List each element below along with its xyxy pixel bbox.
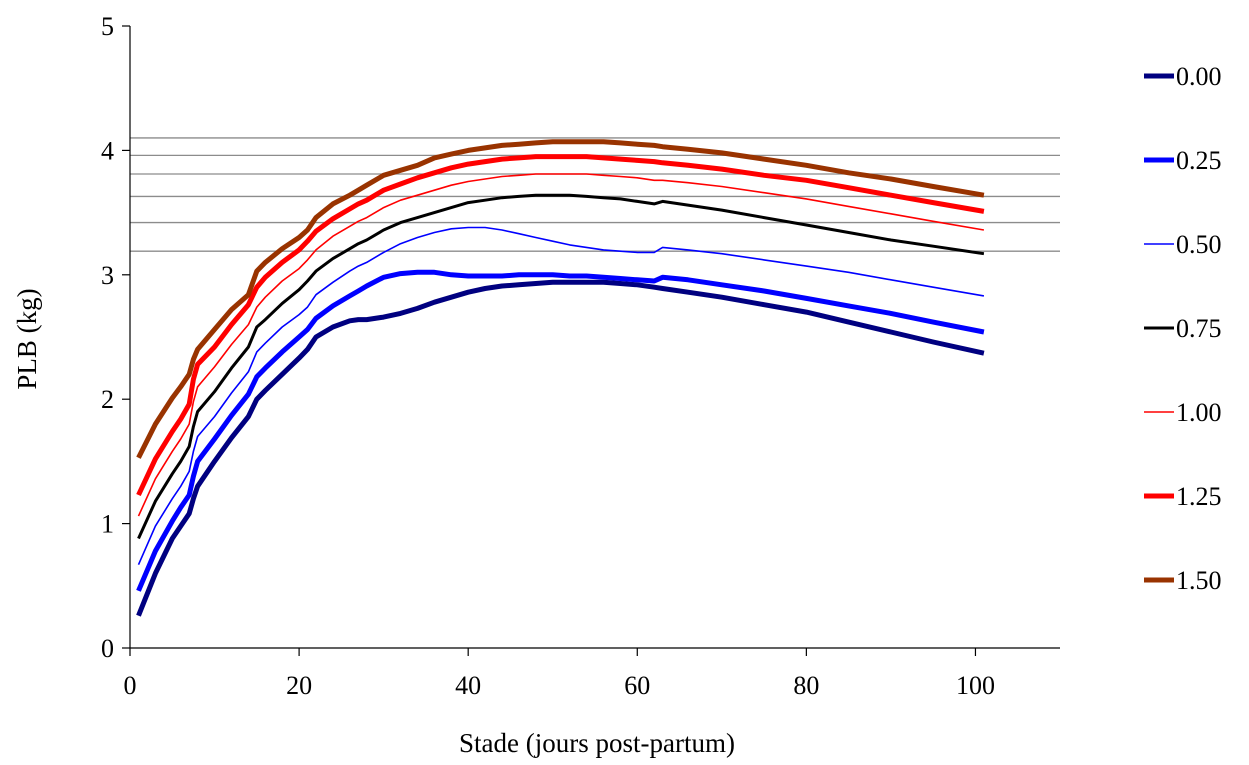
y-tick-label: 5 bbox=[101, 12, 114, 41]
x-axis-title: Stade (jours post-partum) bbox=[459, 728, 735, 758]
x-tick-label: 80 bbox=[793, 671, 819, 700]
x-axis-ticks: 0 20 40 60 80 100 bbox=[124, 648, 995, 700]
axes bbox=[129, 26, 1060, 649]
y-axis-ticks: 0 1 2 3 4 5 bbox=[101, 12, 130, 663]
y-axis-title: PLB (kg) bbox=[12, 288, 42, 389]
y-tick-label: 0 bbox=[101, 634, 114, 663]
legend-label: 1.50 bbox=[1176, 566, 1222, 595]
series-line-1.25 bbox=[136, 154, 985, 497]
x-tick-label: 100 bbox=[956, 671, 995, 700]
y-tick-label: 3 bbox=[101, 261, 114, 290]
series-line-0.50 bbox=[137, 226, 985, 566]
legend-label: 0.50 bbox=[1176, 230, 1222, 259]
legend-label: 0.75 bbox=[1176, 314, 1222, 343]
x-tick-label: 20 bbox=[286, 671, 312, 700]
legend-label: 1.25 bbox=[1176, 482, 1222, 511]
legend-label: 1.00 bbox=[1176, 398, 1222, 427]
series-line-0.25 bbox=[136, 269, 985, 592]
x-tick-label: 0 bbox=[124, 671, 137, 700]
legend-label: 0.00 bbox=[1176, 62, 1222, 91]
series-line-1.50 bbox=[136, 139, 985, 459]
legend-label: 0.25 bbox=[1176, 146, 1222, 175]
y-tick-label: 2 bbox=[101, 385, 114, 414]
x-tick-label: 40 bbox=[455, 671, 481, 700]
series-line-1.00 bbox=[137, 173, 985, 517]
y-tick-label: 4 bbox=[101, 136, 114, 165]
series-lines bbox=[136, 139, 985, 617]
series-line-0.75 bbox=[137, 193, 985, 540]
x-tick-label: 60 bbox=[624, 671, 650, 700]
legend: 0.00 0.25 0.50 0.75 1.00 1.25 1.50 bbox=[1144, 62, 1222, 595]
series-line-0.00 bbox=[136, 279, 985, 617]
y-tick-label: 1 bbox=[101, 510, 114, 539]
